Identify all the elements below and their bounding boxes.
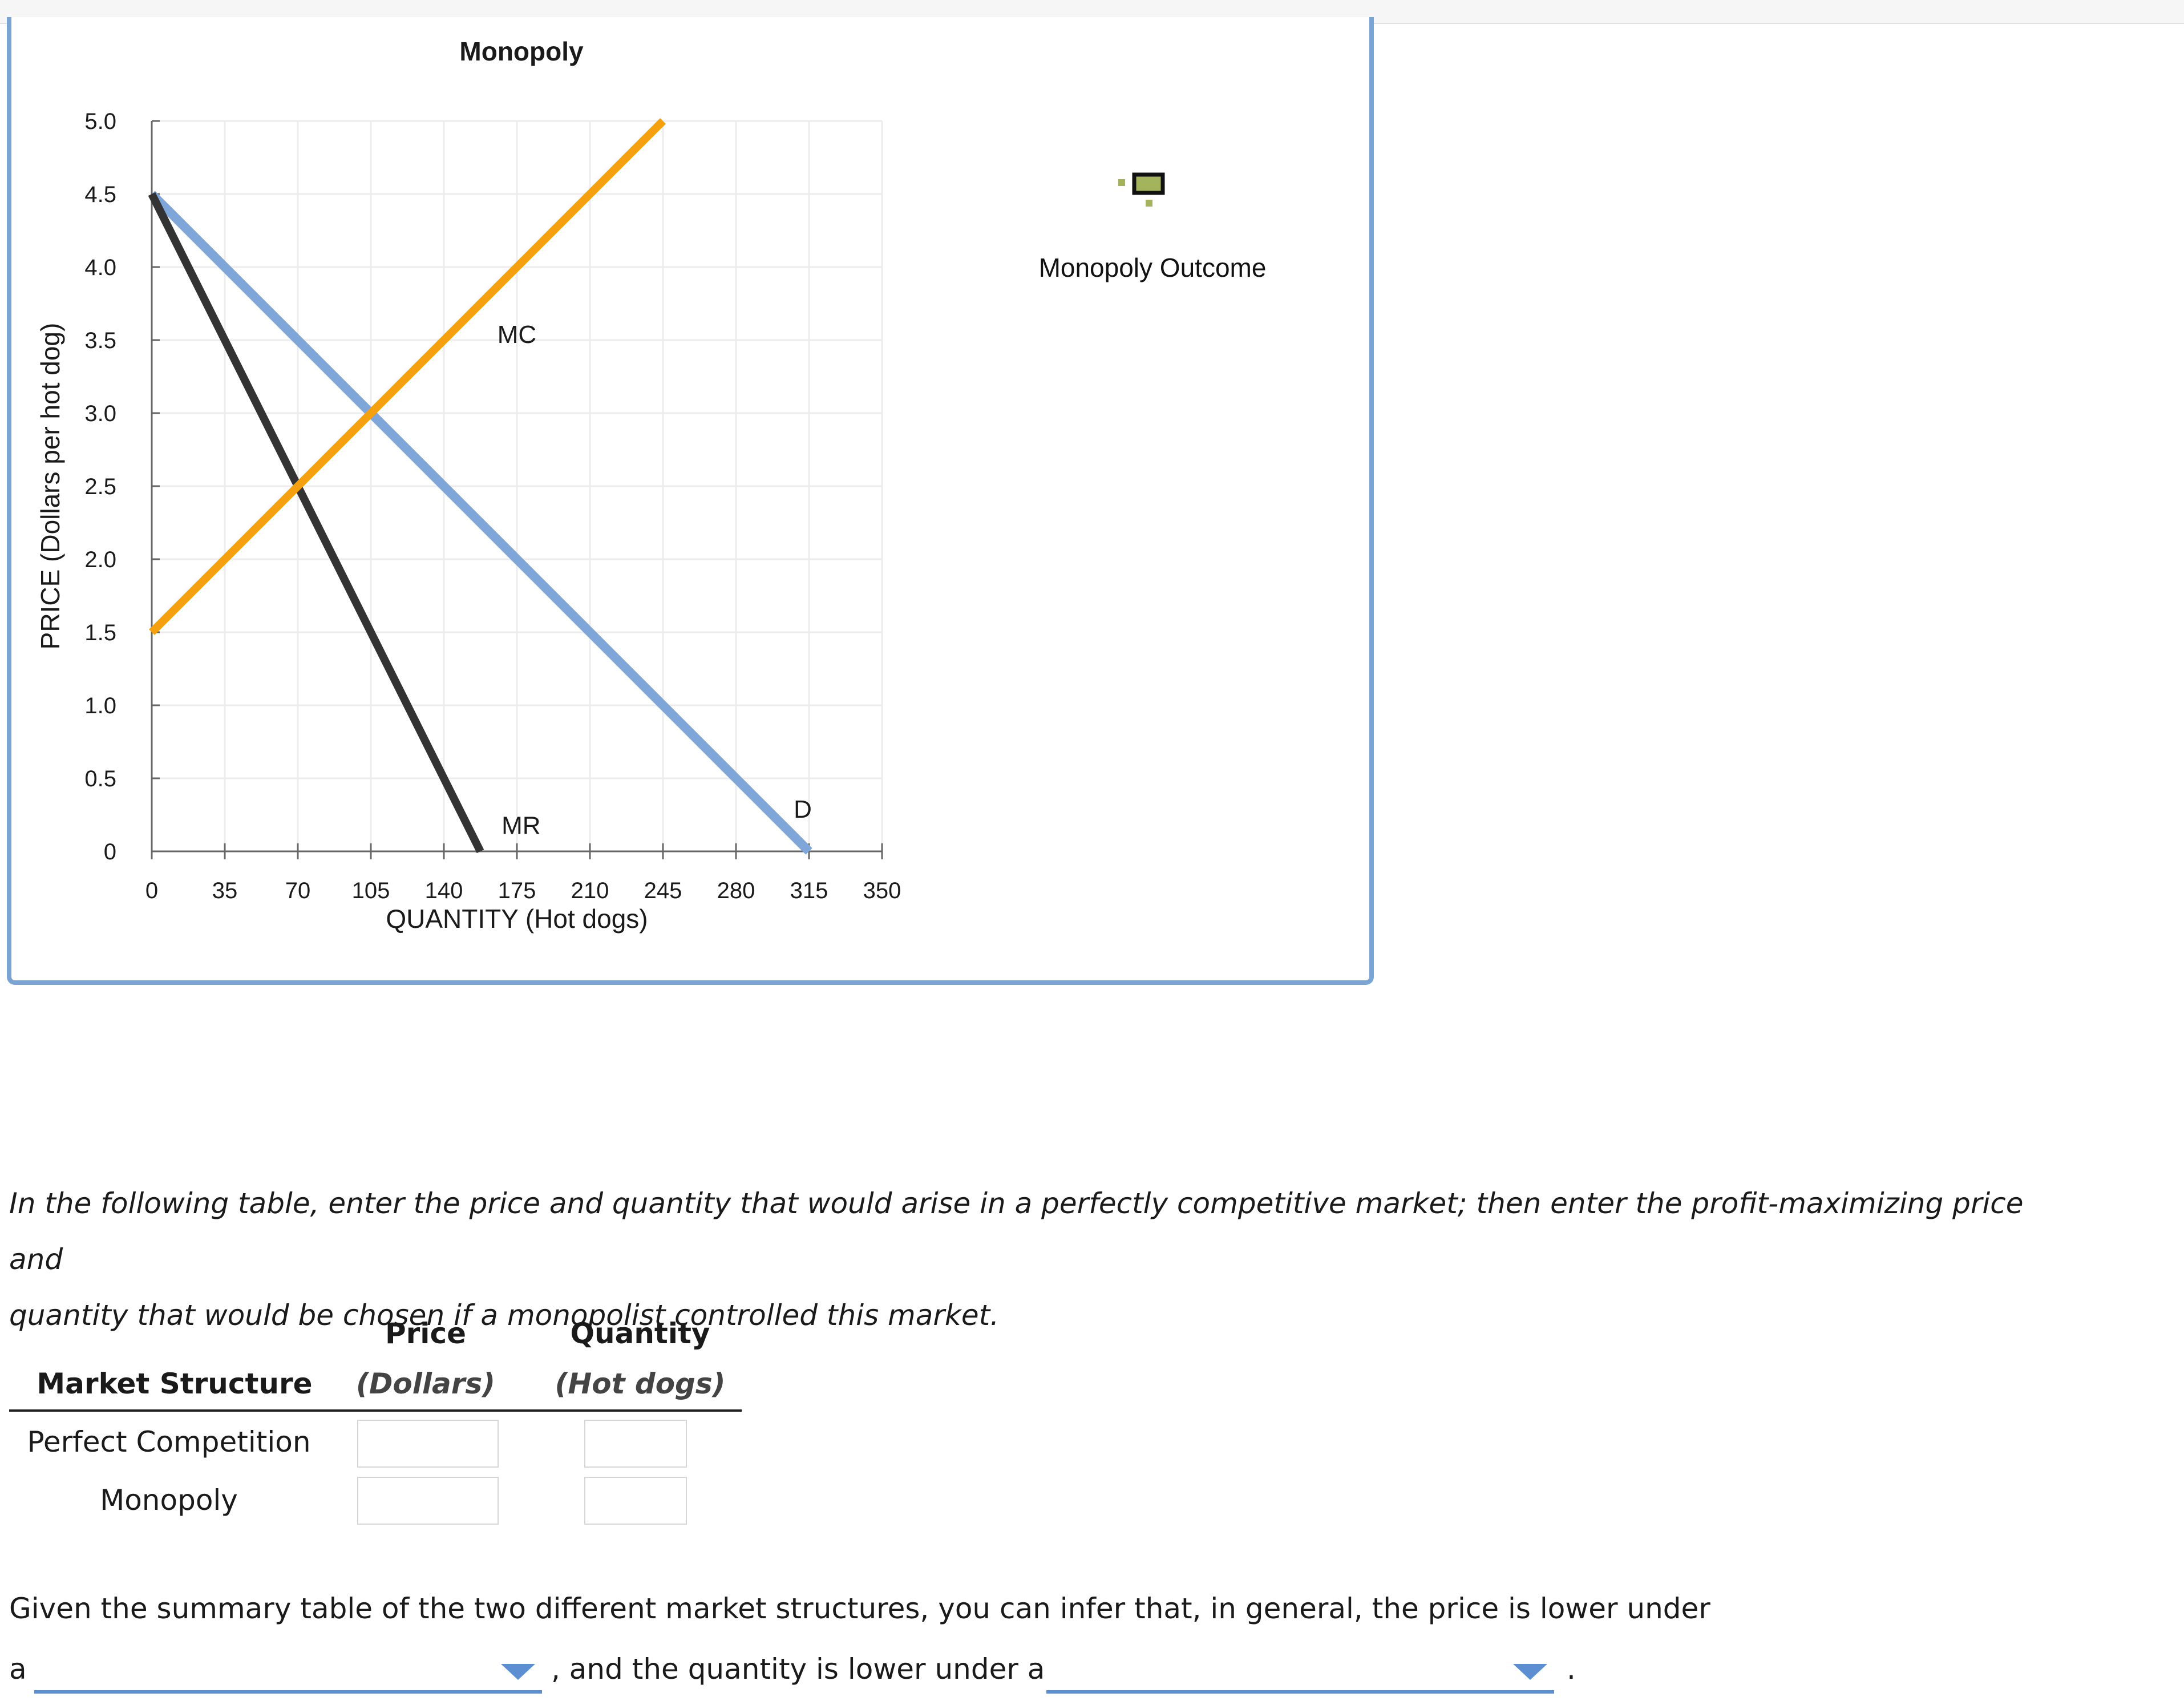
x-tick-label-350: 350 bbox=[863, 878, 901, 903]
series-label-mc: MC bbox=[498, 321, 536, 349]
row-label-perfect-competition: Perfect Competition bbox=[27, 1425, 311, 1458]
series-line-d bbox=[148, 191, 812, 855]
y-tick-label-4.5: 4.5 bbox=[84, 182, 116, 207]
y-tick-label-0.5: 0.5 bbox=[84, 766, 116, 791]
header-market-structure: Market Structure bbox=[37, 1367, 313, 1400]
legend-label-monopoly-outcome: Monopoly Outcome bbox=[1038, 253, 1267, 282]
instructions-line-1: In the following table, enter the price … bbox=[9, 1187, 2024, 1276]
x-tick-label-140: 140 bbox=[425, 878, 463, 903]
x-tick-label-175: 175 bbox=[498, 878, 536, 903]
monopoly-chart: Monopoly 0 35 70 105 140 175 210 245 280 315 350 0 0.… bbox=[35, 37, 901, 934]
y-tick-label-5.0: 5.0 bbox=[84, 109, 116, 134]
x-tick-label-245: 245 bbox=[644, 878, 682, 903]
lower-quantity-structure-dropdown[interactable] bbox=[1046, 1654, 1554, 1694]
series-label-mr: MR bbox=[501, 811, 540, 839]
table-header-rule bbox=[9, 1409, 742, 1412]
x-tick-label-315: 315 bbox=[790, 878, 828, 903]
header-quantity: Quantity bbox=[570, 1317, 710, 1350]
monopoly-outcome-marker-icon[interactable] bbox=[1118, 172, 1181, 212]
y-tick-label-2.0: 2.0 bbox=[84, 547, 116, 572]
y-tick-label-2.5: 2.5 bbox=[84, 474, 116, 499]
header-price-unit: (Dollars) bbox=[356, 1367, 495, 1400]
summary-prefix: a bbox=[9, 1653, 27, 1686]
instructions-text: In the following table, enter the price … bbox=[9, 1175, 2063, 1343]
x-tick-label-35: 35 bbox=[212, 878, 238, 903]
y-tick-label-3.0: 3.0 bbox=[84, 401, 116, 426]
summary-sentence: Given the summary table of the two diffe… bbox=[9, 1592, 1710, 1625]
x-axis-label: QUANTITY (Hot dogs) bbox=[386, 904, 648, 934]
x-tick-label-70: 70 bbox=[285, 878, 311, 903]
y-tick-label-4.0: 4.0 bbox=[84, 255, 116, 280]
chevron-down-icon bbox=[1513, 1664, 1547, 1680]
header-quantity-unit: (Hot dogs) bbox=[555, 1367, 726, 1400]
y-tick-label-3.5: 3.5 bbox=[84, 328, 116, 353]
x-tick-label-105: 105 bbox=[352, 878, 390, 903]
perfect-competition-price-input[interactable] bbox=[357, 1420, 499, 1468]
header-price: Price bbox=[385, 1317, 466, 1350]
graph-panel: Monopoly 0 35 70 105 140 175 210 245 280 315 350 0 0.… bbox=[7, 17, 1374, 985]
summary-middle: , and the quantity is lower under a bbox=[551, 1653, 1045, 1686]
x-tick-label-210: 210 bbox=[571, 878, 609, 903]
chart-title: Monopoly bbox=[459, 37, 584, 66]
y-tick-label-1.5: 1.5 bbox=[84, 620, 116, 645]
perfect-competition-quantity-input[interactable] bbox=[584, 1420, 687, 1468]
instructions-line-2: quantity that would be chosen if a monop… bbox=[9, 1299, 1000, 1332]
series-label-d: D bbox=[794, 795, 812, 823]
summary-suffix: . bbox=[1567, 1653, 1576, 1686]
y-tick-label-0: 0 bbox=[104, 839, 116, 864]
y-axis-label: PRICE (Dollars per hot dog) bbox=[35, 323, 65, 650]
chevron-down-icon bbox=[501, 1664, 535, 1680]
series-line-mr bbox=[148, 192, 484, 854]
series-line-mc bbox=[149, 118, 666, 635]
y-tick-label-1.0: 1.0 bbox=[84, 693, 116, 718]
lower-price-structure-dropdown[interactable] bbox=[34, 1654, 542, 1694]
monopoly-quantity-input[interactable] bbox=[584, 1477, 687, 1525]
monopoly-price-input[interactable] bbox=[357, 1477, 499, 1525]
x-tick-label-0: 0 bbox=[145, 878, 158, 903]
x-tick-label-280: 280 bbox=[717, 878, 755, 903]
row-label-monopoly: Monopoly bbox=[100, 1484, 238, 1517]
